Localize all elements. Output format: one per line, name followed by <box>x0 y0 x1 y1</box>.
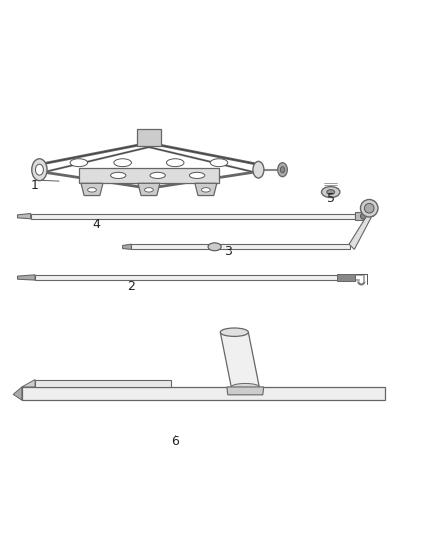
Polygon shape <box>35 275 346 280</box>
Ellipse shape <box>88 188 96 192</box>
Text: 6: 6 <box>171 435 179 448</box>
Polygon shape <box>220 332 259 387</box>
Text: 2: 2 <box>127 280 135 293</box>
Ellipse shape <box>360 199 378 217</box>
Polygon shape <box>355 212 368 220</box>
Polygon shape <box>35 379 171 387</box>
Ellipse shape <box>360 213 367 219</box>
Text: 3: 3 <box>224 245 232 257</box>
Ellipse shape <box>364 204 374 213</box>
Polygon shape <box>18 387 22 400</box>
Polygon shape <box>137 128 161 146</box>
Polygon shape <box>138 183 160 196</box>
Ellipse shape <box>35 164 43 175</box>
Polygon shape <box>337 273 355 281</box>
Ellipse shape <box>321 187 340 198</box>
Polygon shape <box>22 379 35 387</box>
Polygon shape <box>31 214 355 219</box>
Ellipse shape <box>32 159 47 181</box>
Ellipse shape <box>278 163 287 177</box>
Ellipse shape <box>150 172 166 179</box>
Ellipse shape <box>253 161 264 178</box>
Ellipse shape <box>231 383 259 391</box>
Ellipse shape <box>327 190 335 195</box>
Ellipse shape <box>208 243 221 251</box>
Ellipse shape <box>220 328 248 336</box>
Polygon shape <box>81 183 103 196</box>
Ellipse shape <box>110 172 126 179</box>
Ellipse shape <box>189 172 205 179</box>
Ellipse shape <box>114 159 131 167</box>
Ellipse shape <box>145 188 153 192</box>
Ellipse shape <box>210 159 228 167</box>
Ellipse shape <box>280 167 285 173</box>
Polygon shape <box>123 244 131 249</box>
Polygon shape <box>195 183 217 196</box>
Polygon shape <box>79 168 219 183</box>
Polygon shape <box>13 387 22 400</box>
Text: 5: 5 <box>327 192 335 205</box>
Polygon shape <box>349 216 372 249</box>
Polygon shape <box>22 387 385 400</box>
Polygon shape <box>227 387 264 395</box>
Polygon shape <box>131 244 350 249</box>
Text: 1: 1 <box>31 179 39 192</box>
Text: 4: 4 <box>92 219 100 231</box>
Ellipse shape <box>201 188 210 192</box>
Ellipse shape <box>166 159 184 167</box>
Polygon shape <box>18 214 31 219</box>
Polygon shape <box>18 275 35 280</box>
Ellipse shape <box>70 159 88 167</box>
